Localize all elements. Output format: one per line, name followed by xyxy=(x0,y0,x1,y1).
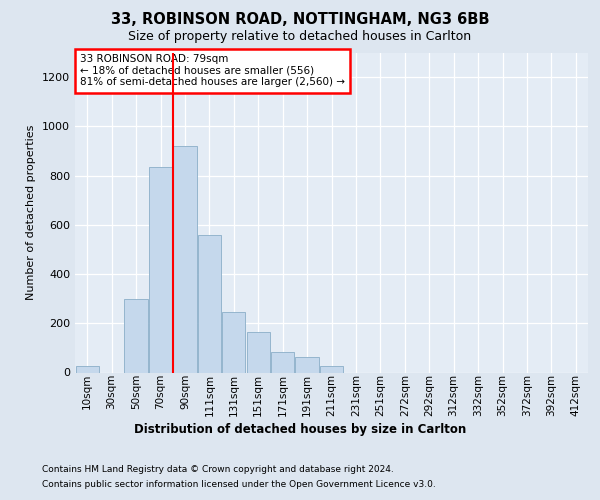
Text: Size of property relative to detached houses in Carlton: Size of property relative to detached ho… xyxy=(128,30,472,43)
Bar xyxy=(173,146,197,372)
Y-axis label: Number of detached properties: Number of detached properties xyxy=(26,125,37,300)
Text: 33 ROBINSON ROAD: 79sqm
← 18% of detached houses are smaller (556)
81% of semi-d: 33 ROBINSON ROAD: 79sqm ← 18% of detache… xyxy=(80,54,345,88)
Bar xyxy=(198,234,221,372)
Bar xyxy=(222,312,245,372)
Bar xyxy=(295,356,319,372)
Bar xyxy=(76,366,99,372)
Bar xyxy=(247,332,270,372)
Bar xyxy=(320,366,343,372)
Bar xyxy=(149,167,172,372)
Bar xyxy=(271,352,294,372)
Text: Contains HM Land Registry data © Crown copyright and database right 2024.: Contains HM Land Registry data © Crown c… xyxy=(42,465,394,474)
Text: Contains public sector information licensed under the Open Government Licence v3: Contains public sector information licen… xyxy=(42,480,436,489)
Text: 33, ROBINSON ROAD, NOTTINGHAM, NG3 6BB: 33, ROBINSON ROAD, NOTTINGHAM, NG3 6BB xyxy=(111,12,489,28)
Bar xyxy=(124,298,148,372)
Text: Distribution of detached houses by size in Carlton: Distribution of detached houses by size … xyxy=(134,422,466,436)
